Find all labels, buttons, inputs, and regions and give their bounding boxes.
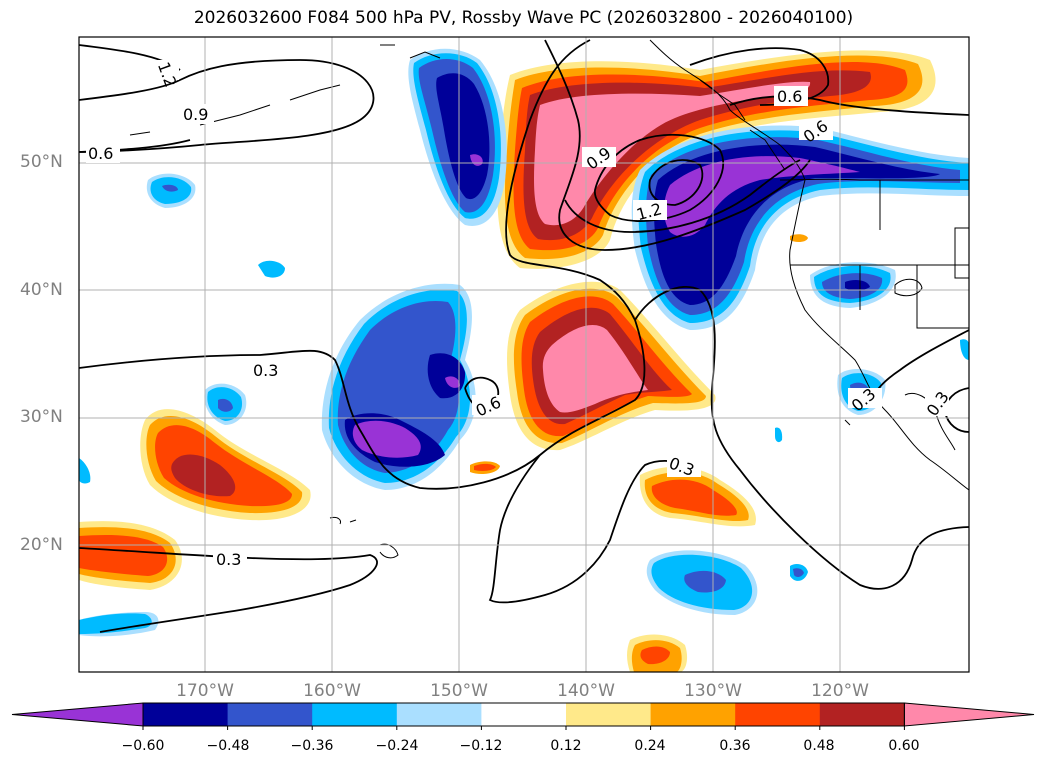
pv-anomaly-negative-north bbox=[408, 48, 507, 226]
contour-label: 0.6 bbox=[88, 144, 113, 163]
colorbar-tick-label: −0.48 bbox=[206, 738, 250, 754]
colorbar-tick-label: 0.48 bbox=[803, 738, 835, 754]
map-plot: 1.2 0.9 0.6 0.3 0.6 0.9 1.2 0.6 0.6 0.3 … bbox=[78, 36, 970, 673]
lat-label-50n: 50°N bbox=[20, 152, 63, 172]
colorbar-swatch bbox=[481, 703, 567, 726]
contour-label: 0.3 bbox=[253, 361, 278, 380]
colorbar-extend-min bbox=[11, 702, 144, 727]
pv-anomaly-positive-small bbox=[470, 234, 808, 672]
colorbar-tick-label: 0.24 bbox=[634, 738, 666, 754]
map-frame bbox=[78, 36, 970, 673]
pv-anomaly-negative-small bbox=[79, 173, 969, 637]
colorbar-tick-label: 0.60 bbox=[888, 738, 920, 754]
colorbar-tick-label: −0.24 bbox=[375, 738, 419, 754]
colorbar-swatch bbox=[312, 703, 398, 726]
contour-label: 0.3 bbox=[216, 550, 241, 569]
lon-label-140w: 140°W bbox=[557, 681, 615, 701]
pv-anomaly-negative-central bbox=[321, 283, 476, 490]
colorbar-tick-label: −0.60 bbox=[121, 738, 165, 754]
lat-label-20n: 20°N bbox=[20, 535, 63, 555]
pv-anomaly-negative-northeast bbox=[631, 125, 969, 330]
pv-anomaly-positive-north bbox=[497, 50, 936, 269]
colorbar-swatch bbox=[227, 703, 313, 726]
lon-label-160w: 160°W bbox=[303, 681, 361, 701]
pv-anomaly-positive-east bbox=[639, 466, 756, 527]
lon-label-150w: 150°W bbox=[430, 681, 488, 701]
lat-label-40n: 40°N bbox=[20, 280, 63, 300]
lat-label-30n: 30°N bbox=[20, 407, 63, 427]
colorbar-swatch bbox=[143, 703, 229, 726]
colorbar-tick-label: 0.12 bbox=[550, 738, 582, 754]
grid-lines bbox=[79, 37, 969, 672]
contour-label: 0.9 bbox=[183, 105, 208, 124]
colorbar-extend-max bbox=[903, 702, 1035, 727]
colorbar-swatch bbox=[735, 703, 821, 726]
colorbar-swatch bbox=[566, 703, 652, 726]
lon-label-130w: 130°W bbox=[684, 681, 742, 701]
pv-anomaly-positive-west bbox=[140, 409, 311, 521]
colorbar-tick-label: −0.12 bbox=[459, 738, 503, 754]
chart-title: 2026032600 F084 500 hPa PV, Rossby Wave … bbox=[193, 8, 854, 28]
colorbar-swatch bbox=[819, 703, 905, 726]
colorbar-swatch bbox=[396, 703, 482, 726]
colorbar-tick-label: 0.36 bbox=[719, 738, 751, 754]
lon-label-170w: 170°W bbox=[176, 681, 234, 701]
contour-label: 0.6 bbox=[777, 87, 802, 106]
lon-label-120w: 120°W bbox=[811, 681, 869, 701]
pv-anomaly-positive-central bbox=[507, 281, 716, 451]
colorbar-swatch bbox=[650, 703, 736, 726]
colorbar-outline bbox=[142, 702, 905, 727]
colorbar-tick-label: −0.36 bbox=[290, 738, 334, 754]
